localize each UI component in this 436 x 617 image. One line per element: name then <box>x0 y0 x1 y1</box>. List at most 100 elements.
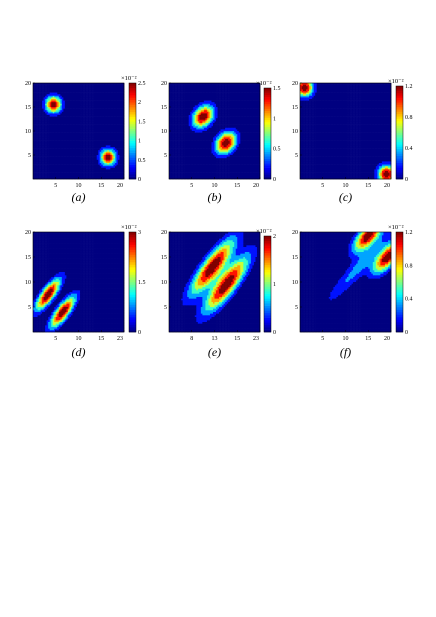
heatmap-cell <box>33 94 35 97</box>
heatmap-cell <box>110 142 113 145</box>
heatmap-cell <box>80 105 82 108</box>
heatmap-cell <box>86 97 88 100</box>
heatmap-cell <box>75 121 78 124</box>
heatmap-cell <box>84 97 87 100</box>
heatmap-cell <box>96 126 99 129</box>
heatmap-cell <box>101 134 104 137</box>
heatmap-cell <box>99 127 102 130</box>
heatmap-cell <box>93 83 96 85</box>
heatmap-cell <box>75 100 78 103</box>
heatmap-cell <box>39 139 41 141</box>
heatmap-cell <box>84 107 87 109</box>
heatmap-cell <box>101 139 104 141</box>
heatmap-cell <box>119 139 122 141</box>
heatmap-cell <box>61 143 64 146</box>
heatmap-cell <box>81 83 84 85</box>
heatmap-cell <box>96 86 99 89</box>
heatmap-cell <box>54 103 57 106</box>
heatmap-cell <box>52 143 55 146</box>
heatmap-cell <box>43 84 46 87</box>
heatmap-cell <box>70 99 73 101</box>
heatmap-cell <box>40 100 43 103</box>
heatmap-cell <box>96 103 99 106</box>
heatmap-cell <box>58 140 61 143</box>
heatmap-cell <box>73 116 76 119</box>
heatmap-cell <box>120 113 123 116</box>
heatmap-cell <box>34 124 37 127</box>
heatmap-cell <box>89 135 91 138</box>
heatmap-cell <box>99 134 102 137</box>
heatmap-cell <box>111 102 114 105</box>
heatmap-cell <box>83 145 85 148</box>
heatmap-cell <box>57 124 60 127</box>
heatmap-cell <box>96 95 99 98</box>
heatmap-cell <box>61 150 64 153</box>
heatmap-cell <box>92 107 94 109</box>
heatmap-cell <box>36 118 38 121</box>
heatmap-cell <box>49 99 52 101</box>
heatmap-cell <box>51 102 54 105</box>
heatmap-cell <box>84 155 87 157</box>
heatmap-cell <box>98 111 101 114</box>
heatmap-cell <box>39 91 41 93</box>
colorbar-tick-label: 0.5 <box>138 158 146 164</box>
heatmap-cell <box>87 139 90 141</box>
heatmap-cell <box>54 118 57 121</box>
heatmap-cell <box>102 123 105 125</box>
heatmap-cell <box>117 139 120 141</box>
heatmap-cell <box>61 155 64 157</box>
heatmap-cell <box>90 107 93 109</box>
heatmap-cell <box>54 123 57 125</box>
heatmap-cell <box>84 143 87 146</box>
heatmap-cell <box>80 148 82 151</box>
heatmap-cell <box>57 84 60 87</box>
heatmap-cell <box>42 126 44 129</box>
heatmap-cell <box>110 97 113 100</box>
heatmap-cell <box>34 121 37 124</box>
heatmap-cell <box>92 86 94 89</box>
heatmap-cell <box>90 89 93 92</box>
heatmap-cell <box>90 103 93 106</box>
heatmap-cell <box>76 135 79 138</box>
heatmap-cell <box>70 97 73 100</box>
heatmap-cell <box>39 137 41 140</box>
heatmap-cell <box>111 153 114 156</box>
heatmap-cell <box>58 126 61 129</box>
heatmap-cell <box>95 121 97 124</box>
heatmap-cell <box>69 127 72 130</box>
heatmap-cell <box>104 110 107 113</box>
heatmap-cell <box>104 103 107 106</box>
heatmap-cell <box>42 142 44 145</box>
heatmap-cell <box>70 143 73 146</box>
heatmap-cell <box>104 86 107 89</box>
heatmap-cell <box>93 86 96 89</box>
heatmap-cell <box>75 150 78 153</box>
heatmap-cell <box>89 121 91 124</box>
heatmap-cell <box>117 135 120 138</box>
heatmap-cell <box>107 151 110 154</box>
heatmap-cell <box>73 126 76 129</box>
heatmap-cell <box>36 113 38 116</box>
heatmap-cell <box>87 132 90 135</box>
heatmap-cell <box>36 150 38 153</box>
heatmap-cell <box>34 94 37 97</box>
heatmap-cell <box>84 126 87 129</box>
heatmap-cell <box>114 124 117 127</box>
heatmap-cell <box>93 124 96 127</box>
heatmap-cell <box>54 150 57 153</box>
heatmap-cell <box>60 108 63 111</box>
heatmap-cell <box>39 89 41 92</box>
heatmap-cell <box>34 108 37 111</box>
heatmap-cell <box>45 123 47 125</box>
heatmap-cell <box>43 105 46 108</box>
heatmap-cell <box>119 105 122 108</box>
heatmap-cell <box>37 126 40 129</box>
heatmap-cell <box>58 119 61 122</box>
heatmap-cell <box>78 94 81 97</box>
heatmap-cell <box>55 84 58 87</box>
heatmap-cell <box>89 97 91 100</box>
heatmap-cell <box>69 102 72 105</box>
heatmap-cell <box>64 121 67 124</box>
heatmap-cell <box>93 89 96 92</box>
heatmap-cell <box>92 102 94 105</box>
